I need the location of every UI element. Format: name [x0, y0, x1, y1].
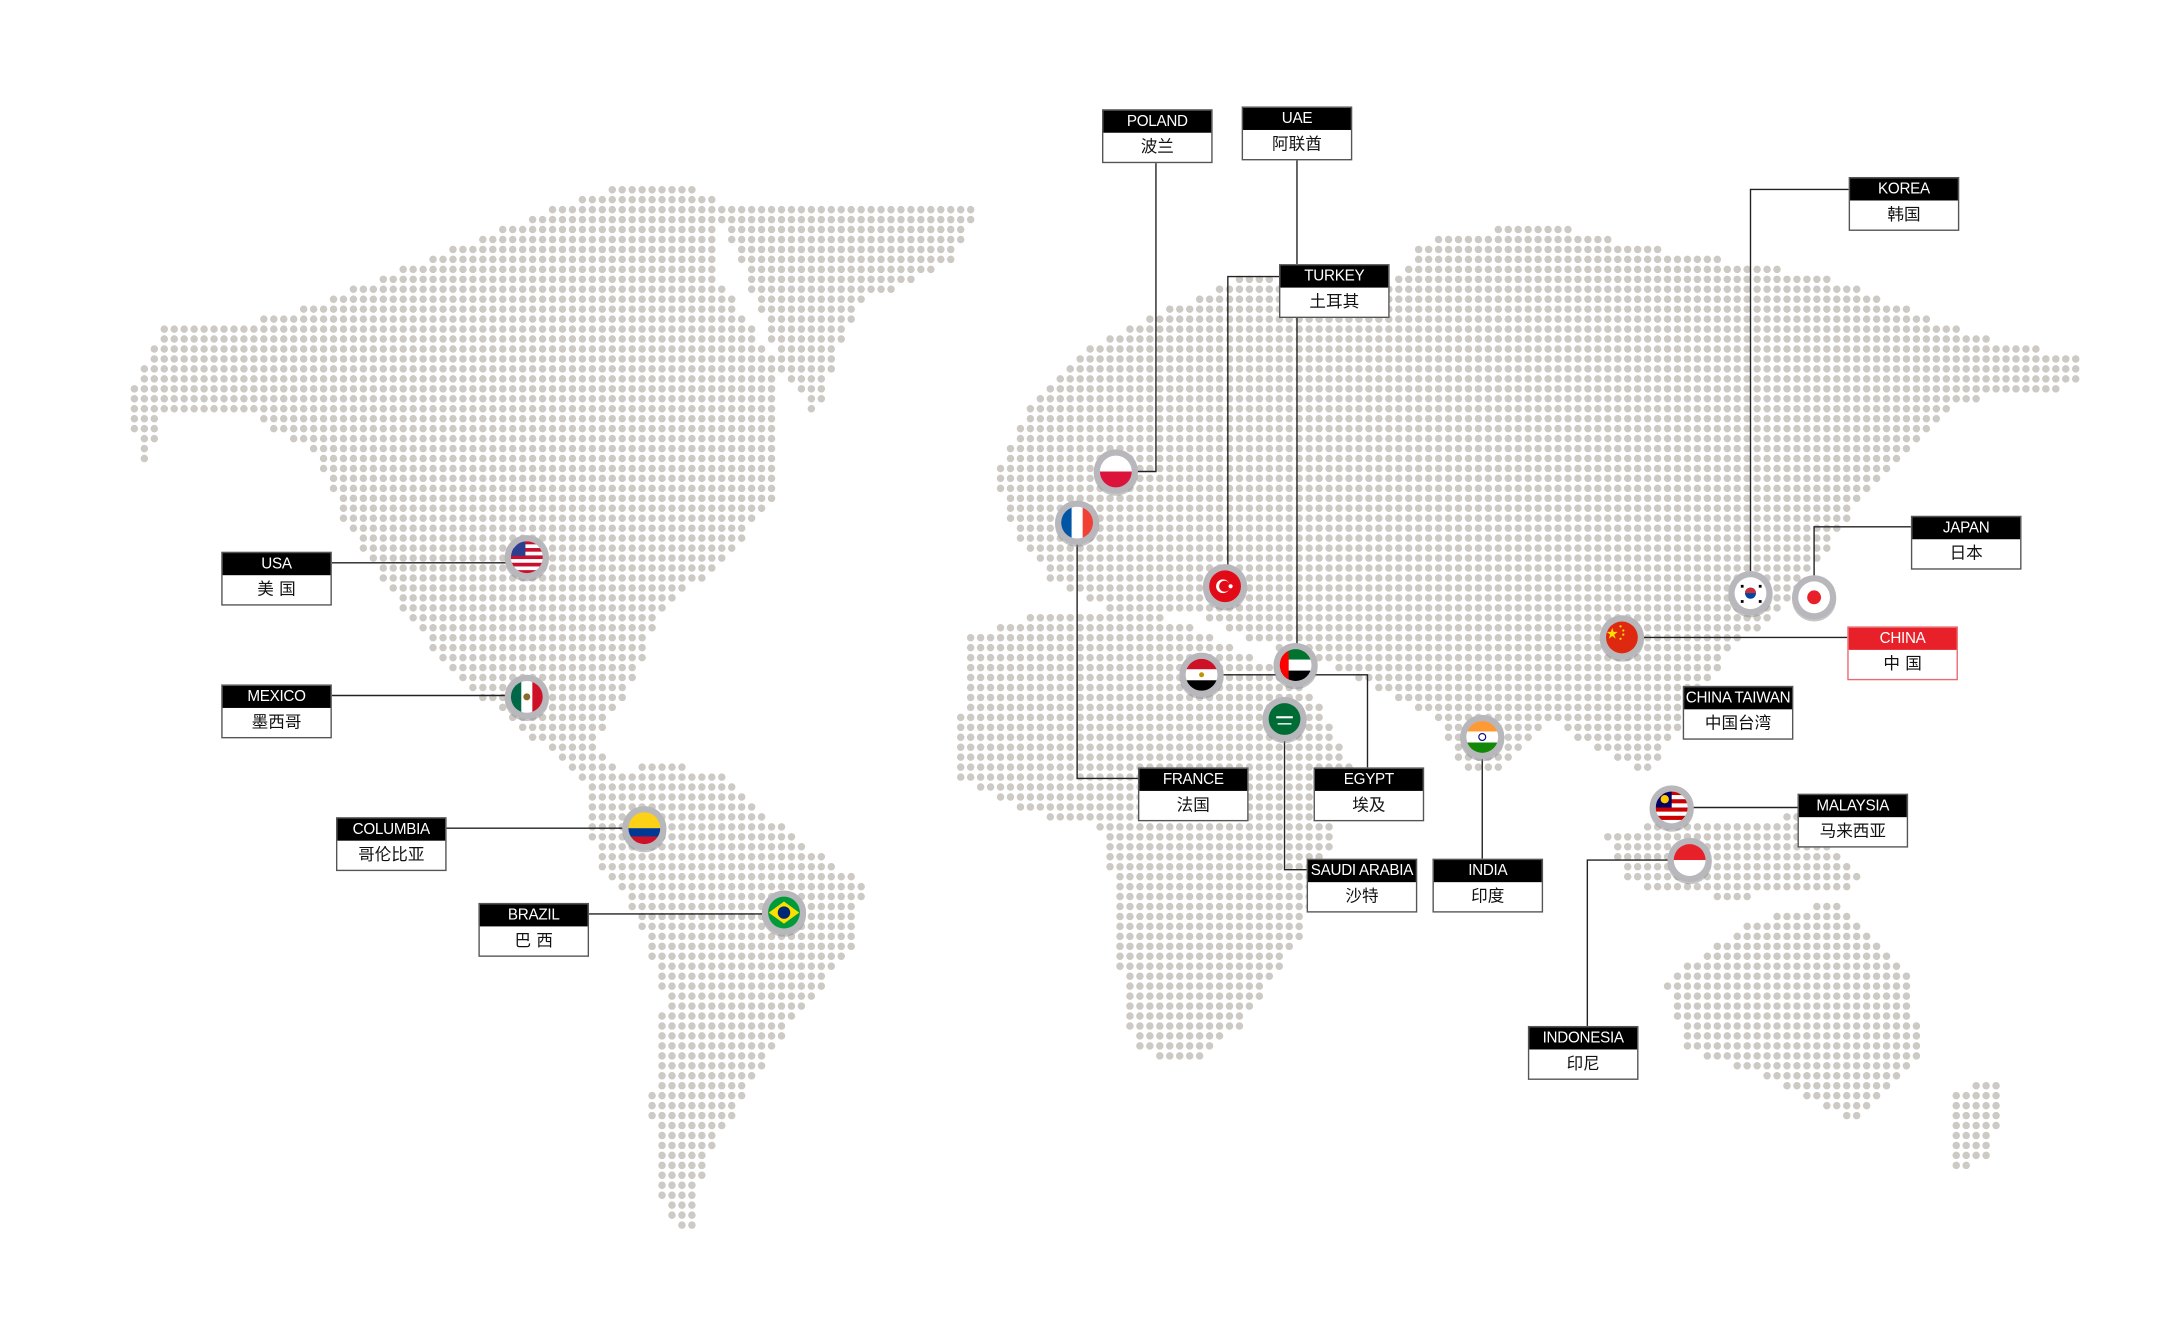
connector-lines: [331, 159, 1911, 1026]
connector-line: [1749, 188, 1849, 573]
label-chinese: 印尼: [1566, 1053, 1600, 1073]
label-china-taiwan[interactable]: CHINA TAIWAN 中国台湾: [1682, 685, 1794, 740]
label-english: EGYPT: [1314, 768, 1423, 791]
label-usa[interactable]: USA 美 国: [221, 551, 332, 606]
flag-turkey-icon[interactable]: [1202, 564, 1248, 611]
flag-usa-icon[interactable]: [504, 535, 549, 582]
label-chinese: 墨西哥: [251, 712, 302, 732]
label-columbia[interactable]: COLUMBIA 哥伦比亚: [335, 817, 447, 872]
label-chinese: 巴 西: [514, 930, 553, 950]
label-english: MALAYSIA: [1798, 795, 1907, 818]
label-mexico[interactable]: MEXICO 墨西哥: [221, 684, 332, 739]
label-chinese: 美 国: [257, 579, 296, 599]
connector-line: [1283, 739, 1307, 871]
label-chinese: 法国: [1176, 795, 1210, 815]
label-english: SAUDI ARABIA: [1308, 860, 1416, 883]
label-english: POLAND: [1103, 110, 1212, 133]
flag-egypt-icon[interactable]: [1179, 652, 1224, 699]
label-chinese: 沙特: [1345, 886, 1379, 906]
label-chinese: 埃及: [1352, 795, 1386, 815]
label-chinese: 中国台湾: [1704, 713, 1772, 733]
label-english: CHINA TAIWAN: [1684, 687, 1792, 710]
label-saudi-arabia[interactable]: SAUDI ARABIA 沙特: [1306, 858, 1418, 913]
label-chinese: 马来西亚: [1819, 821, 1887, 841]
label-indonesia[interactable]: INDONESIA 印尼: [1527, 1025, 1639, 1080]
connector-line: [1136, 161, 1157, 473]
flag-uae-icon[interactable]: [1273, 642, 1318, 690]
flag-china-icon[interactable]: [1599, 615, 1645, 662]
connector-line: [1222, 674, 1369, 768]
label-uae[interactable]: UAE 阿联酋: [1241, 106, 1353, 161]
flag-malaysia-icon[interactable]: [1649, 785, 1694, 832]
flag-indonesia-icon[interactable]: [1667, 837, 1712, 885]
connector-line: [1227, 275, 1279, 566]
flag-korea-icon[interactable]: [1728, 571, 1773, 618]
label-chinese: 日本: [1949, 543, 1983, 563]
label-english: UAE: [1243, 107, 1351, 130]
flag-colombia-icon[interactable]: [622, 806, 667, 853]
label-chinese: 波兰: [1140, 136, 1174, 157]
label-brazil[interactable]: BRAZIL 巴 西: [478, 902, 590, 957]
label-malaysia[interactable]: MALAYSIA 马来西亚: [1797, 793, 1909, 848]
flag-brazil-icon[interactable]: [761, 890, 807, 937]
label-japan[interactable]: JAPAN 日本: [1910, 515, 2022, 570]
label-korea[interactable]: KOREA 韩国: [1848, 176, 1960, 231]
label-english: BRAZIL: [479, 904, 588, 927]
label-poland[interactable]: POLAND 波兰: [1102, 109, 1213, 164]
flag-mexico-icon[interactable]: [504, 674, 549, 722]
flag-saudi-arabia-icon[interactable]: [1262, 696, 1307, 744]
label-chinese: 韩国: [1887, 204, 1921, 224]
label-chinese: 哥伦比亚: [358, 844, 425, 865]
flag-poland-icon[interactable]: [1093, 449, 1138, 496]
label-chinese: 中 国: [1883, 654, 1922, 674]
flag-france-icon[interactable]: [1055, 500, 1100, 547]
label-china[interactable]: CHINA 中 国: [1847, 626, 1958, 681]
connector-line: [1076, 543, 1138, 780]
label-chinese: 印度: [1471, 886, 1505, 906]
connector-line: [1586, 859, 1669, 1026]
label-english: INDONESIA: [1529, 1027, 1638, 1050]
label-english: CHINA: [1848, 627, 1957, 650]
label-france[interactable]: FRANCE 法国: [1137, 767, 1249, 822]
flag-japan-icon[interactable]: [1791, 575, 1837, 622]
connector-line: [1813, 526, 1911, 577]
label-english: FRANCE: [1139, 768, 1248, 791]
label-english: MEXICO: [222, 685, 331, 708]
label-chinese: 阿联酋: [1272, 134, 1322, 154]
label-english: INDIA: [1433, 860, 1542, 883]
label-english: JAPAN: [1912, 517, 2021, 540]
label-egypt[interactable]: EGYPT 埃及: [1313, 767, 1425, 822]
label-english: USA: [222, 553, 331, 576]
label-english: TURKEY: [1280, 265, 1389, 288]
label-chinese: 土耳其: [1309, 291, 1360, 312]
label-india[interactable]: INDIA 印度: [1432, 858, 1544, 913]
label-english: KOREA: [1850, 178, 1958, 201]
flag-india-icon[interactable]: [1460, 714, 1505, 762]
label-turkey[interactable]: TURKEY 土耳其: [1278, 264, 1390, 319]
label-english: COLUMBIA: [337, 818, 446, 841]
